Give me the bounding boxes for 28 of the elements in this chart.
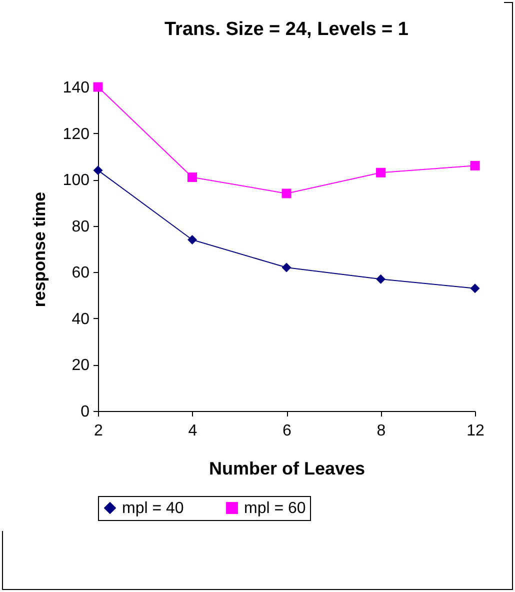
point xyxy=(282,188,292,198)
y-tick-label: 40 xyxy=(72,310,90,328)
y-tick-label: 140 xyxy=(62,80,90,96)
x-tick-label: 2 xyxy=(94,422,104,440)
x-tick-label: 6 xyxy=(282,422,292,440)
point xyxy=(93,82,103,92)
x-tick-label: 12 xyxy=(466,422,484,440)
x-tick-label: 4 xyxy=(188,422,198,440)
y-tick-label: 60 xyxy=(72,264,90,282)
chart-title: Trans. Size = 24, Levels = 1 xyxy=(164,19,409,40)
y-tick-label: 120 xyxy=(62,126,90,143)
legend-label: mpl = 40 xyxy=(122,500,184,517)
point xyxy=(470,284,480,294)
point xyxy=(188,172,197,182)
x-axis-title: Number of Leaves xyxy=(208,458,366,478)
legend-label: mpl = 60 xyxy=(244,500,306,517)
y-tick-label: 0 xyxy=(80,404,90,420)
point xyxy=(376,274,386,284)
point xyxy=(470,160,480,170)
point xyxy=(93,166,103,176)
point xyxy=(188,235,197,244)
point xyxy=(376,168,386,178)
x-tick-label: 8 xyxy=(376,422,386,440)
point xyxy=(282,262,292,272)
y-tick-label: 80 xyxy=(72,218,90,236)
y-tick-label: 20 xyxy=(72,357,90,374)
y-tick-label: 100 xyxy=(62,172,90,190)
y-axis-title: response time xyxy=(30,192,49,308)
